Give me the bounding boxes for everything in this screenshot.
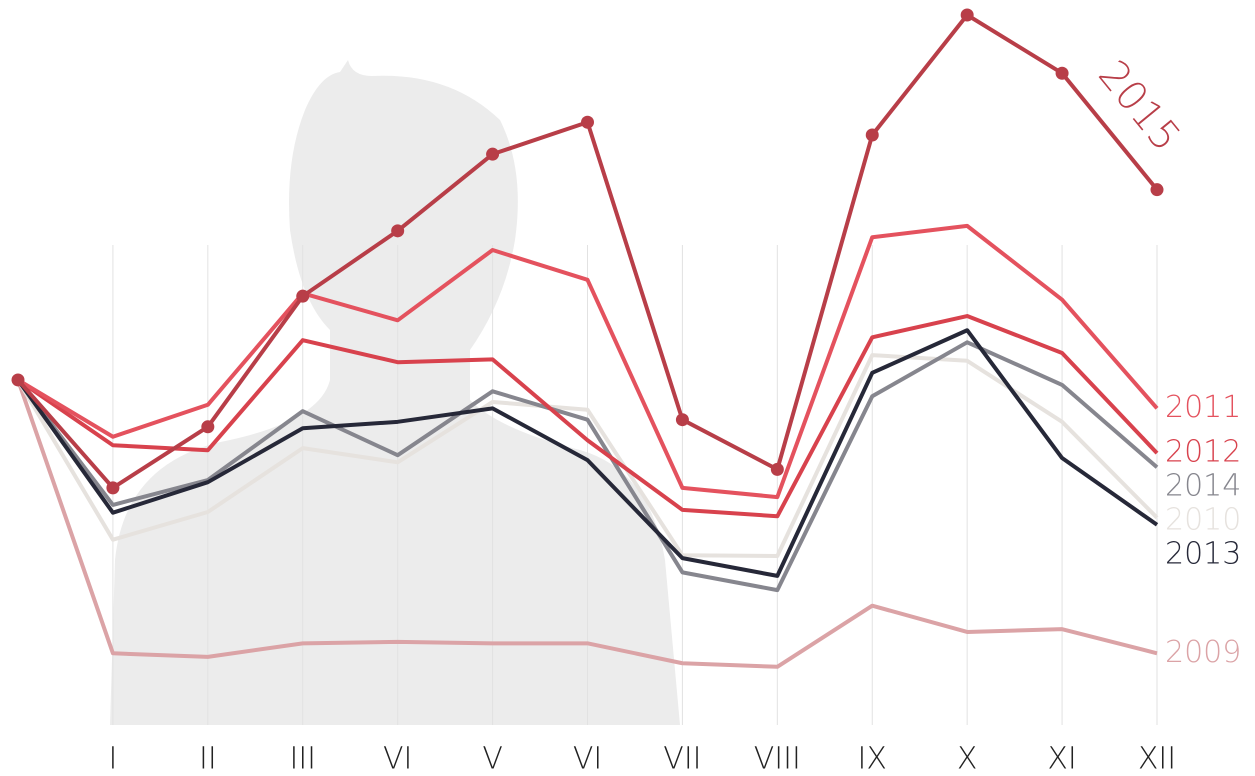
x-tick-label: VI	[383, 742, 412, 776]
marker	[1150, 183, 1164, 197]
series-line	[16, 379, 1158, 669]
series-line	[16, 328, 1159, 578]
marker	[296, 289, 310, 303]
marker	[865, 128, 879, 142]
series-label: 2011	[1165, 390, 1241, 425]
series-line	[16, 314, 1159, 519]
marker	[106, 481, 120, 495]
silhouette	[110, 60, 680, 725]
x-tick-label: VII	[663, 742, 701, 776]
marker	[770, 462, 784, 476]
x-tick-label: XII	[1138, 742, 1176, 776]
marker	[1055, 66, 1069, 80]
marker	[391, 224, 405, 238]
marker	[11, 373, 25, 387]
series-label: 2015	[1089, 52, 1189, 160]
marker	[581, 115, 594, 129]
marker	[201, 420, 215, 434]
marker	[486, 147, 500, 161]
series-label: 2010	[1165, 503, 1241, 538]
x-tick-label: VI	[573, 742, 602, 776]
series-label: 2012	[1165, 435, 1241, 470]
x-tick-label: III	[289, 742, 316, 776]
series-label: 2014	[1165, 469, 1241, 504]
series-line	[16, 223, 1159, 500]
x-tick-label: I	[108, 742, 117, 776]
x-tick-label: V	[482, 742, 503, 776]
x-tick-label: II	[199, 742, 217, 776]
series-line	[16, 353, 1159, 559]
x-tick-label: X	[957, 742, 978, 776]
series-label: 2013	[1165, 537, 1241, 572]
series-label: 2009	[1165, 635, 1241, 670]
x-tick-label: IX	[858, 742, 887, 776]
marker	[675, 413, 689, 427]
marker	[960, 8, 974, 22]
x-tick-label: VIII	[754, 742, 801, 776]
x-tick-label: XI	[1047, 742, 1076, 776]
